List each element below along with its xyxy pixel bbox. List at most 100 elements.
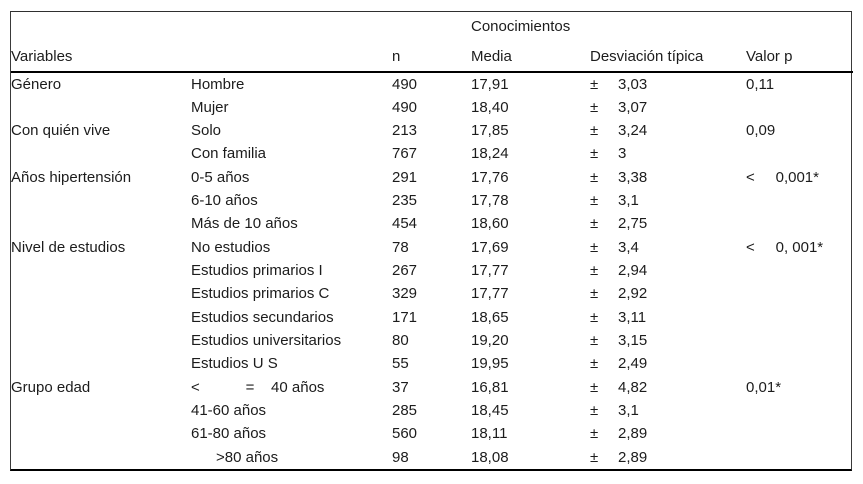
table-row: Nivel de estudios No estudios 78 17,69 ±…: [11, 235, 853, 258]
row-sd-value: 3,1: [618, 401, 639, 419]
row-category: < = 40 años: [191, 378, 325, 396]
row-group-label: [11, 329, 191, 352]
row-sd-value: 2,89: [618, 425, 648, 443]
row-p-value: [746, 189, 853, 212]
row-n: 213: [392, 121, 418, 139]
row-category: Con familia: [191, 145, 267, 163]
plus-minus-sign: ±: [590, 448, 599, 466]
plus-minus-sign: ±: [590, 378, 599, 396]
row-n: 80: [392, 331, 409, 349]
plus-minus-sign: ±: [590, 75, 599, 93]
row-n: 454: [392, 215, 418, 233]
row-n: 98: [392, 448, 409, 466]
row-sd-value: 2,89: [618, 448, 648, 466]
row-sd: ±2,94: [590, 259, 746, 282]
table-row: Con familia 767 18,24 ±3: [11, 142, 853, 165]
row-group-label: [11, 259, 191, 282]
table-body: Género Hombre 490 17,91 ±3,03 0,11 Mujer…: [11, 72, 853, 469]
plus-minus-sign: ±: [590, 238, 599, 256]
row-sd: ±3,1: [590, 189, 746, 212]
row-category: 6-10 años: [191, 191, 258, 209]
row-sd-value: 3,4: [618, 238, 639, 256]
row-media: 17,91: [471, 75, 509, 93]
row-p-value: [746, 352, 853, 375]
row-sd: ±3,4: [590, 235, 746, 258]
plus-minus-sign: ±: [590, 261, 599, 279]
row-group-label: Años hipertensión: [11, 168, 132, 186]
header-group-title: Conocimientos: [471, 18, 571, 35]
plus-minus-sign: ±: [590, 98, 599, 116]
table-row: Más de 10 años 454 18,60 ±2,75: [11, 212, 853, 235]
row-p-value: [746, 399, 853, 422]
column-header-media: Media: [471, 41, 590, 73]
row-p-value: [746, 329, 853, 352]
knowledge-table: Conocimientos Variables n Media Desviaci…: [11, 12, 853, 469]
row-group-label: Con quién vive: [11, 121, 111, 139]
row-n: 78: [392, 238, 409, 256]
row-group-label: [11, 282, 191, 305]
row-category: 0-5 años: [191, 168, 250, 186]
row-sd: ±2,89: [590, 422, 746, 445]
row-n: 55: [392, 355, 409, 373]
row-media: 16,81: [471, 378, 509, 396]
table-row: Grupo edad < = 40 años 37 16,81 ±4,82 0,…: [11, 375, 853, 398]
table-header: Conocimientos Variables n Media Desviaci…: [11, 12, 853, 73]
row-sd: ±4,82: [590, 375, 746, 398]
row-category: 61-80 años: [191, 425, 267, 443]
row-sd: ±3,38: [590, 165, 746, 188]
row-sd: ±3,07: [590, 95, 746, 118]
row-media: 17,85: [471, 121, 509, 139]
row-media: 17,77: [471, 261, 509, 279]
row-group-label: Nivel de estudios: [11, 238, 126, 256]
row-media: 19,95: [471, 355, 509, 373]
row-media: 19,20: [471, 331, 509, 349]
row-media: 18,11: [471, 425, 508, 443]
row-media: 18,08: [471, 448, 509, 466]
row-category: Más de 10 años: [191, 215, 298, 233]
row-sd: ±2,75: [590, 212, 746, 235]
header-spacer: [746, 12, 853, 41]
plus-minus-sign: ±: [590, 285, 599, 303]
row-category: Solo: [191, 121, 222, 139]
column-header-variables: Variables: [11, 41, 191, 73]
table-row: 61-80 años 560 18,11 ±2,89: [11, 422, 853, 445]
row-n: 267: [392, 261, 418, 279]
row-category: Estudios U S: [191, 355, 278, 373]
plus-minus-sign: ±: [590, 215, 599, 233]
row-n: 235: [392, 191, 418, 209]
header-columns-row: Variables n Media Desviación típica Valo…: [11, 41, 853, 73]
row-p-value: [746, 142, 853, 165]
row-group-label: [11, 422, 191, 445]
row-sd-value: 3,03: [618, 75, 648, 93]
row-media: 18,45: [471, 401, 509, 419]
row-p-value: [746, 422, 853, 445]
row-sd: ±3,11: [590, 305, 746, 328]
row-p-value: < 0, 001*: [746, 238, 824, 256]
statistics-table: Conocimientos Variables n Media Desviaci…: [10, 11, 853, 471]
row-n: 560: [392, 425, 418, 443]
row-p-value: [746, 259, 853, 282]
table-row: Años hipertensión 0-5 años 291 17,76 ±3,…: [11, 165, 853, 188]
row-category: No estudios: [191, 238, 271, 256]
header-spacer: [11, 12, 471, 41]
row-media: 18,60: [471, 215, 509, 233]
table-row: 6-10 años 235 17,78 ±3,1: [11, 189, 853, 212]
row-p-value: [746, 95, 853, 118]
row-media: 18,40: [471, 98, 509, 116]
row-n: 490: [392, 98, 418, 116]
row-category: Estudios primarios C: [191, 285, 330, 303]
row-sd-value: 3,15: [618, 331, 648, 349]
table-row: >80 años 98 18,08 ±2,89: [11, 446, 853, 470]
plus-minus-sign: ±: [590, 355, 599, 373]
column-header-n: n: [392, 41, 471, 73]
row-media: 17,76: [471, 168, 509, 186]
row-media: 18,65: [471, 308, 509, 326]
row-group-label: Género: [11, 75, 62, 93]
row-group-label: [11, 95, 191, 118]
row-group-label: Grupo edad: [11, 378, 91, 396]
row-n: 37: [392, 378, 409, 396]
row-group-label: [11, 142, 191, 165]
row-p-value: [746, 212, 853, 235]
row-category: Estudios primarios I: [191, 261, 323, 279]
column-header-category: [191, 41, 392, 73]
